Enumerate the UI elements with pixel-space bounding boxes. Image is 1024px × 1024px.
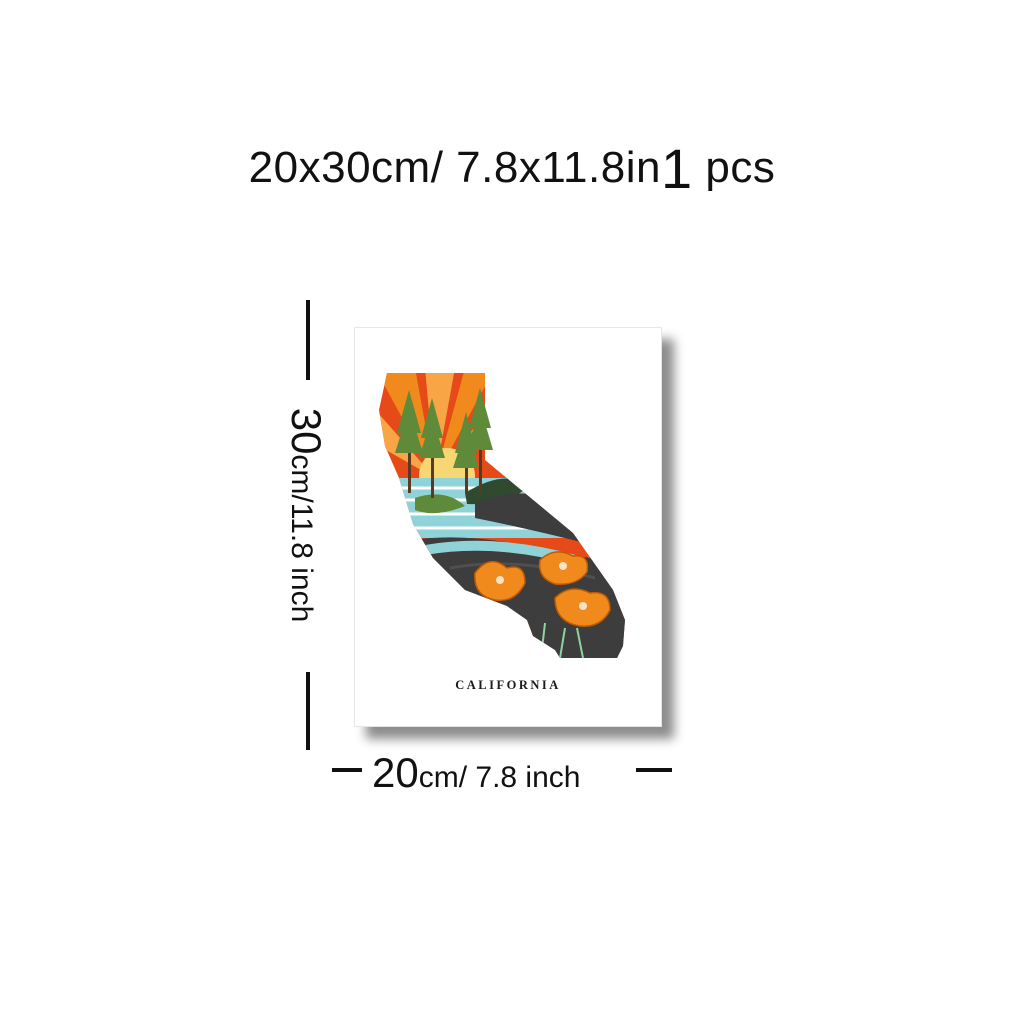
california-map-illustration: [379, 373, 625, 658]
quantity-number: 1: [660, 137, 693, 200]
width-value: 20: [372, 749, 419, 796]
quantity-unit: pcs: [705, 143, 776, 192]
width-bar-left: [332, 768, 362, 772]
width-unit: cm/ 7.8 inch: [418, 761, 581, 794]
height-bar-top: [306, 300, 310, 380]
size-text: 20x30cm/ 7.8x11.8in: [248, 143, 661, 192]
height-unit: cm/11.8 inch: [285, 454, 318, 623]
redwood-trees: [395, 388, 493, 498]
product-size-title: 20x30cm/ 7.8x11.8in1 pcs: [0, 136, 1024, 201]
width-bar-right: [636, 768, 672, 772]
height-bar-bottom: [306, 672, 310, 750]
width-label: 20cm/ 7.8 inch: [372, 752, 580, 794]
california-poster: CALIFORNIA: [354, 327, 662, 727]
height-label: 30cm/11.8 inch: [283, 407, 330, 623]
state-shape: [379, 373, 625, 658]
poster-caption: CALIFORNIA: [455, 678, 561, 692]
height-value: 30: [283, 407, 330, 455]
